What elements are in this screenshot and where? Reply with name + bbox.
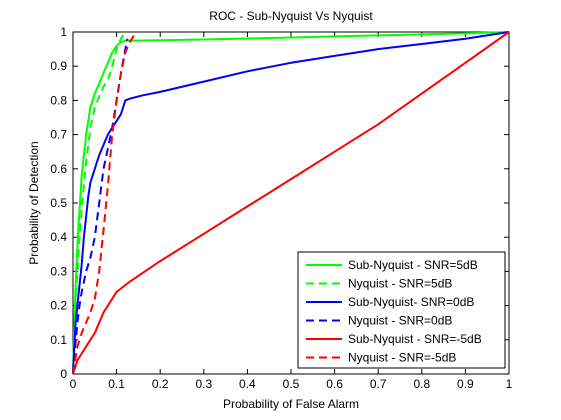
legend-entry-label: Nyquist - SNR=-5dB bbox=[348, 351, 456, 365]
legend-items: Sub-Nyquist - SNR=5dB Nyquist - SNR=5dB Su… bbox=[306, 258, 482, 365]
y-tick-label: 0.3 bbox=[50, 264, 67, 278]
x-tick-label: 0.7 bbox=[370, 377, 387, 391]
series-line-2 bbox=[72, 34, 126, 375]
y-tick-label: 0 bbox=[60, 367, 67, 381]
legend: Sub-Nyquist - SNR=5dB Nyquist - SNR=5dB Su… bbox=[297, 251, 506, 369]
y-axis-label: Probability of Detection bbox=[27, 141, 41, 264]
series-line-5 bbox=[72, 31, 510, 375]
y-tick-label: 0.5 bbox=[50, 196, 67, 210]
x-tick-label: 0.2 bbox=[152, 377, 169, 391]
x-tick-label: 0.9 bbox=[457, 377, 474, 391]
chart-title: ROC - Sub-Nyquist Vs Nyquist bbox=[209, 9, 373, 23]
x-tick-label: 0.6 bbox=[326, 377, 343, 391]
x-tick-label: 1 bbox=[506, 377, 513, 391]
x-tick-label: 0.4 bbox=[239, 377, 256, 391]
y-tick-label: 0.2 bbox=[50, 299, 67, 313]
x-tick-label: 0.5 bbox=[283, 377, 300, 391]
axis-ticks: 0 0.1 0.2 0.3 0.4 0.5 0.6 0.7 0.8 0.9 1 0 0.1 0.2 0.3 0… bbox=[50, 25, 512, 391]
x-tick-label: 0.8 bbox=[413, 377, 430, 391]
y-tick-label: 0.9 bbox=[50, 59, 67, 73]
legend-entry-label: Nyquist - SNR=5dB bbox=[348, 277, 452, 291]
y-tick-label: 0.8 bbox=[50, 93, 67, 107]
legend-entry-label: Nyquist - SNR=0dB bbox=[348, 314, 452, 328]
series-line-6 bbox=[72, 34, 135, 375]
y-tick-label: 0.4 bbox=[50, 230, 67, 244]
x-tick-label: 0.3 bbox=[195, 377, 212, 391]
legend-entry-label: Sub-Nyquist - SNR=5dB bbox=[348, 258, 478, 272]
x-axis-label: Probability of False Alarm bbox=[223, 397, 359, 411]
x-tick-label: 0.1 bbox=[108, 377, 125, 391]
y-tick-label: 0.7 bbox=[50, 128, 67, 142]
y-tick-label: 0.6 bbox=[50, 162, 67, 176]
y-tick-label: 1 bbox=[60, 25, 67, 39]
series-line-1 bbox=[72, 31, 510, 375]
legend-box bbox=[297, 251, 506, 369]
series-lines bbox=[72, 31, 510, 375]
legend-entry-label: Sub-Nyquist - SNR=-5dB bbox=[348, 332, 482, 346]
y-tick-label: 0.1 bbox=[50, 333, 67, 347]
x-tick-label: 0 bbox=[70, 377, 77, 391]
legend-entry-label: Sub-Nyquist- SNR=0dB bbox=[348, 295, 474, 309]
